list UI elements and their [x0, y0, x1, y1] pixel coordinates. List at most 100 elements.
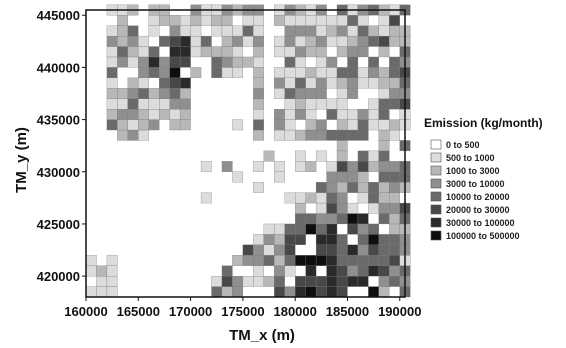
emission-cell	[295, 88, 306, 99]
emission-cell	[295, 129, 306, 141]
emission-cell	[295, 15, 306, 26]
emission-cell	[389, 67, 400, 78]
emission-cell	[305, 98, 317, 110]
emission-cell	[190, 25, 202, 37]
y-axis-ticks: 445000 440000 435000 430000 425000 420000	[37, 8, 86, 284]
emission-cell	[274, 77, 285, 89]
emission-cell	[169, 25, 181, 37]
emission-cell	[127, 98, 139, 110]
emission-cell	[378, 88, 390, 99]
emission-cell	[253, 35, 264, 47]
emission-cell	[190, 35, 202, 47]
x-axis-title: TM_x (m)	[229, 327, 295, 344]
emission-cell	[274, 234, 285, 245]
emission-cell	[263, 223, 275, 235]
emission-cell	[190, 46, 202, 58]
legend-swatch	[430, 204, 442, 215]
y-tick-label: 445000	[37, 8, 80, 23]
emission-cell	[326, 255, 338, 266]
emission-cell	[378, 35, 390, 47]
emission-cell	[305, 129, 317, 141]
legend-label: 1000 to 3000	[446, 166, 500, 176]
emission-cell	[106, 98, 118, 110]
emission-cell	[315, 119, 327, 131]
emission-cell	[347, 77, 359, 89]
emission-cell	[378, 15, 390, 26]
emission-cell	[326, 275, 338, 287]
emission-cell	[106, 56, 118, 68]
emission-cell	[347, 56, 359, 68]
emission-cell	[357, 35, 369, 47]
emission-cell	[336, 275, 348, 287]
emission-cell	[221, 275, 233, 287]
emission-cell	[253, 161, 264, 172]
emission-cell	[127, 129, 139, 141]
emission-cell	[295, 77, 306, 89]
emission-cell	[347, 223, 359, 235]
emission-cell	[253, 56, 264, 68]
emission-cell	[326, 265, 338, 277]
emission-cell	[378, 140, 390, 152]
emission-cell	[106, 88, 118, 99]
emission-cell	[389, 15, 400, 26]
legend-label: 500 to 1000	[446, 153, 495, 163]
emission-cell	[179, 77, 191, 89]
emission-cell	[389, 275, 400, 287]
y-tick-label: 425000	[37, 217, 80, 232]
emission-cell	[211, 46, 223, 58]
emission-cell	[368, 265, 380, 277]
emission-cell	[368, 192, 380, 204]
emission-cell	[326, 56, 338, 68]
emission-cell	[169, 46, 181, 58]
emission-cell	[336, 202, 348, 214]
emission-cell	[315, 46, 327, 58]
x-tick-label: 180000	[273, 304, 316, 319]
emission-cell	[159, 35, 170, 47]
emission-cell	[179, 108, 191, 120]
emission-cell	[179, 15, 191, 26]
emission-cell	[305, 88, 317, 99]
emission-cell	[357, 244, 369, 256]
emission-cell	[368, 150, 380, 162]
emission-cell	[138, 88, 149, 99]
emission-cell	[274, 108, 285, 120]
emission-cell	[378, 213, 390, 225]
legend-items: 0 to 500 500 to 1000 1000 to 3000 3000 to 1…	[430, 139, 520, 241]
emission-cell	[378, 25, 390, 37]
legend-title: Emission (kg/month)	[424, 116, 543, 130]
emission-cell	[106, 46, 118, 58]
emission-cell	[326, 67, 338, 78]
emission-cell	[295, 223, 306, 235]
emission-cell	[274, 88, 285, 99]
emission-cell	[117, 25, 128, 37]
emission-cell	[242, 25, 254, 37]
emission-cell	[389, 255, 400, 266]
emission-cell	[336, 213, 348, 225]
emission-cell	[253, 275, 264, 287]
emission-cell	[389, 35, 400, 47]
emission-cell	[378, 46, 390, 58]
emission-cell	[357, 15, 369, 26]
emission-cell	[326, 15, 338, 26]
legend-swatch	[430, 191, 442, 202]
emission-cell	[315, 129, 327, 141]
emission-cell	[242, 255, 254, 266]
emission-cell	[274, 67, 285, 78]
x-tick-label: 165000	[117, 304, 160, 319]
emission-cell	[284, 192, 296, 204]
emission-cell	[274, 244, 285, 256]
emission-cell	[127, 88, 139, 99]
emission-cell	[106, 108, 118, 120]
emission-cell	[242, 244, 254, 256]
emission-cell	[284, 265, 296, 277]
emission-cell	[232, 171, 244, 183]
emission-cell	[179, 25, 191, 37]
emission-cell	[389, 244, 400, 256]
emission-cell	[85, 255, 97, 266]
emission-cell	[221, 15, 233, 26]
emission-cell	[347, 255, 359, 266]
emission-cell	[274, 15, 285, 26]
emission-cell	[378, 275, 390, 287]
emission-cell	[106, 286, 118, 298]
emission-cell	[284, 46, 296, 58]
